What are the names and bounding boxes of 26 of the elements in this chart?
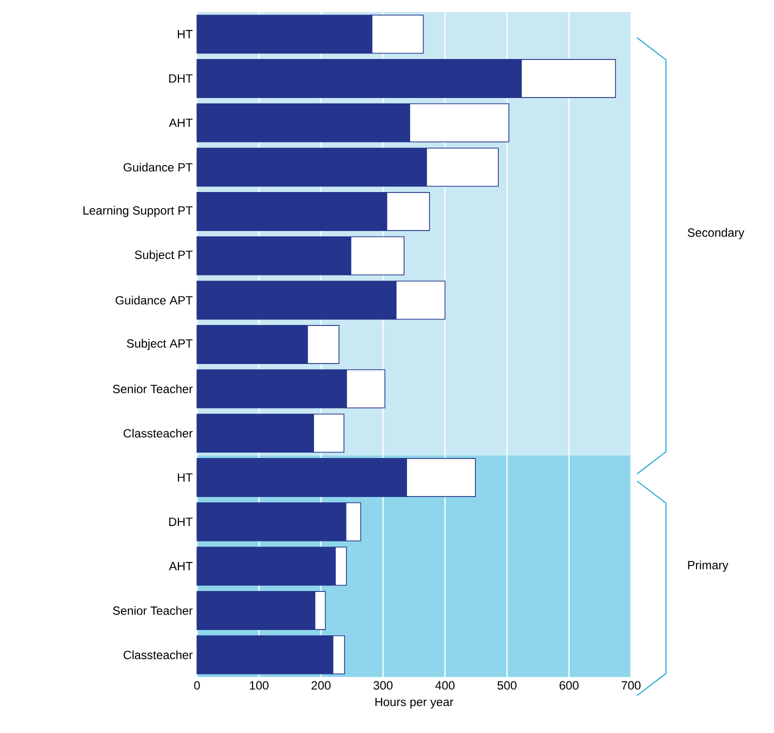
y-tick-label: Subject PT: [134, 250, 193, 262]
x-tick-label: 400: [435, 681, 455, 690]
x-tick-label: 300: [373, 681, 393, 690]
text: Primary: [688, 560, 728, 572]
x-tick-label: 500: [498, 681, 517, 690]
y-tick-label: AHT: [168, 562, 193, 570]
y-tick-label: DHT: [169, 518, 193, 526]
y-tick-label: Senior Teacher: [112, 384, 193, 394]
y-tick-label: HT: [178, 30, 193, 38]
x-tick-label: 100: [250, 681, 269, 690]
y-tick-label: Subject APT: [126, 338, 193, 350]
y-tick-label: HT: [178, 473, 193, 482]
x-axis-title: Hours per year: [375, 698, 454, 709]
y-tick-label: Guidance APT: [116, 296, 193, 305]
x-tick-label: 0: [194, 681, 200, 690]
y-tick-label: Classteacher: [124, 650, 193, 660]
y-tick-label: Guidance PT: [124, 162, 193, 172]
y-tick-label: Learning Support PT: [83, 206, 193, 218]
y-tick-label: AHT: [168, 118, 193, 127]
x-tick-label: 200: [312, 681, 331, 690]
text: Secondary: [688, 228, 744, 240]
y-tick-label: Classteacher: [124, 428, 193, 438]
y-tick-label: DHT: [169, 74, 193, 83]
y-tick-label: Senior Teacher: [112, 606, 193, 615]
x-tick-label: 700: [622, 681, 641, 690]
x-tick-label: 600: [560, 681, 579, 690]
